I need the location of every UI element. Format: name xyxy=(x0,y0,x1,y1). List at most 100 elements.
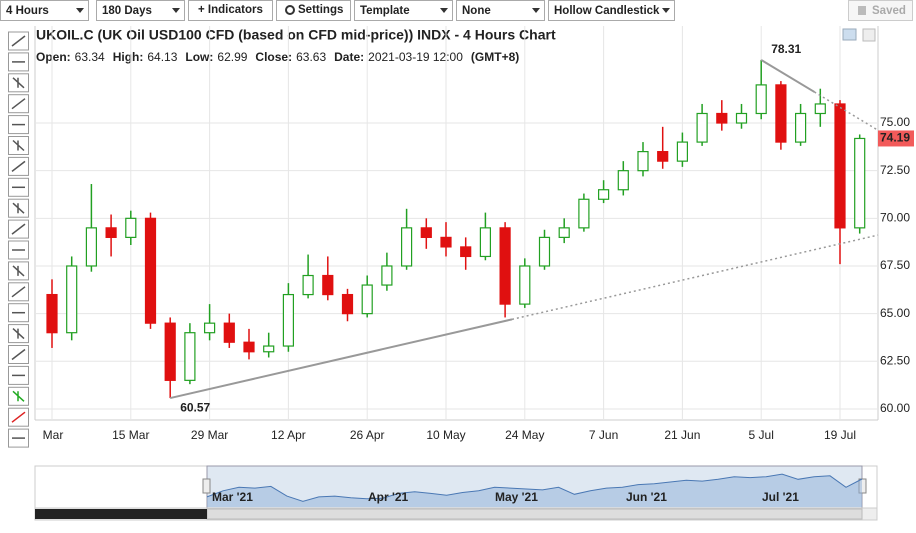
navigator-label: Apr '21 xyxy=(368,490,409,504)
navigator-label: Jul '21 xyxy=(762,490,799,504)
x-tick-label: 24 May xyxy=(505,428,544,442)
select-box[interactable] xyxy=(0,0,89,21)
candle-body xyxy=(302,274,314,296)
candle-body xyxy=(479,227,491,258)
candle-body xyxy=(85,227,98,267)
candle-body xyxy=(814,103,826,115)
x-tick-label: 5 Jul xyxy=(749,428,774,442)
tool-icon xyxy=(12,139,25,152)
x-tick-label: 15 Mar xyxy=(112,428,149,442)
y-tick-label: 65.00 xyxy=(880,306,910,320)
tool-icon xyxy=(11,160,26,172)
high-annotation: 78.31 xyxy=(771,42,801,56)
toolbar-text[interactable]: Template xyxy=(360,5,410,17)
candle-body xyxy=(499,227,511,305)
toolbar-text[interactable]: 180 Days xyxy=(102,5,152,17)
tool-icon xyxy=(12,328,25,340)
candle-body xyxy=(755,84,767,115)
toolbar-text[interactable]: Hollow Candlestick xyxy=(554,5,660,17)
x-tick-label: 7 Jun xyxy=(589,428,618,442)
tool-icon xyxy=(12,390,25,402)
candle-body xyxy=(125,217,137,238)
info-label: Close: xyxy=(255,50,292,64)
select-box[interactable] xyxy=(354,0,453,21)
y-tick-label: 62.50 xyxy=(880,353,910,367)
candle-body xyxy=(401,227,413,267)
tool-icon xyxy=(11,286,26,298)
chart-title: UKOIL.C (UK Oil USD100 CFD (based on CFD… xyxy=(36,27,556,43)
info-value: 2021-03-19 12:00 xyxy=(368,50,463,64)
candle-body xyxy=(597,189,610,200)
info-label: High: xyxy=(113,50,144,64)
navigator-handle[interactable] xyxy=(202,478,211,494)
toolbar-text[interactable]: 4 Hours xyxy=(6,5,49,17)
tool-icon xyxy=(11,35,26,47)
navigator-line xyxy=(206,473,863,502)
select-box[interactable] xyxy=(96,0,185,21)
drawing-tools xyxy=(8,31,29,448)
candle-body xyxy=(263,345,275,353)
toolbar-text[interactable]: Settings xyxy=(298,4,343,16)
tool-icon xyxy=(11,348,26,361)
info-label: Low: xyxy=(185,50,213,64)
low-annotation: 60.57 xyxy=(180,400,210,414)
candle-body xyxy=(361,284,373,315)
gear-icon xyxy=(285,5,295,15)
image-icon[interactable] xyxy=(842,28,857,41)
candle-body xyxy=(735,112,748,124)
select-box[interactable] xyxy=(548,0,675,21)
candle-body xyxy=(716,112,728,124)
candle-body xyxy=(282,293,294,347)
ohlc-info: Open: 63.34 High: 64.13 Low: 62.99 Close: 63.63… xyxy=(36,50,519,64)
saved-button[interactable] xyxy=(848,0,913,21)
candle-body xyxy=(341,293,354,315)
info-label: Open: xyxy=(36,50,71,64)
print-icon[interactable] xyxy=(862,28,876,42)
save-icon xyxy=(858,6,866,15)
y-tick-label: 60.00 xyxy=(880,401,910,415)
x-tick-label: 29 Mar xyxy=(191,428,228,442)
candle-body xyxy=(854,137,866,229)
tool-icon xyxy=(11,411,26,423)
last-value-box xyxy=(878,130,914,147)
candle-body xyxy=(420,227,432,238)
trendline xyxy=(760,59,815,93)
saved-text[interactable]: Saved xyxy=(872,5,906,17)
x-tick-label: 10 May xyxy=(426,428,465,442)
toolbar-text[interactable]: None xyxy=(462,5,491,17)
navigator-label: Jun '21 xyxy=(626,490,667,504)
tool-icon xyxy=(12,265,25,277)
button-box[interactable] xyxy=(276,0,351,21)
info-value: 62.99 xyxy=(217,50,247,64)
candle-body xyxy=(578,198,590,229)
scrollbar-thumb[interactable] xyxy=(206,508,863,520)
candle-body xyxy=(204,322,216,334)
candle-body xyxy=(834,103,846,229)
candle-body xyxy=(66,265,78,334)
candle-body xyxy=(617,170,629,191)
select-box[interactable] xyxy=(456,0,545,21)
info-value: 64.13 xyxy=(147,50,177,64)
toolbar-text[interactable]: + Indicators xyxy=(198,4,263,16)
candle-body xyxy=(223,322,235,343)
info-label: (GMT+8) xyxy=(471,50,519,64)
trendline xyxy=(169,318,513,400)
trendline-extension xyxy=(511,234,879,321)
candle-body xyxy=(46,293,58,334)
candle-body xyxy=(538,236,551,267)
x-tick-label: 19 Jul xyxy=(824,428,856,442)
candle-body xyxy=(657,151,669,162)
y-tick-label: 70.00 xyxy=(880,211,910,225)
tool-icon xyxy=(12,77,25,89)
candle-body xyxy=(184,332,196,381)
info-value: 63.34 xyxy=(75,50,105,64)
y-tick-label: 72.50 xyxy=(880,163,910,177)
trendline-extension xyxy=(814,91,879,131)
candle-body xyxy=(164,322,176,381)
x-tick-label: Mar xyxy=(43,428,64,442)
candle-body xyxy=(440,236,452,248)
button-box[interactable] xyxy=(188,0,273,21)
tool-icon xyxy=(11,223,26,235)
navigator-label: May '21 xyxy=(495,490,538,504)
